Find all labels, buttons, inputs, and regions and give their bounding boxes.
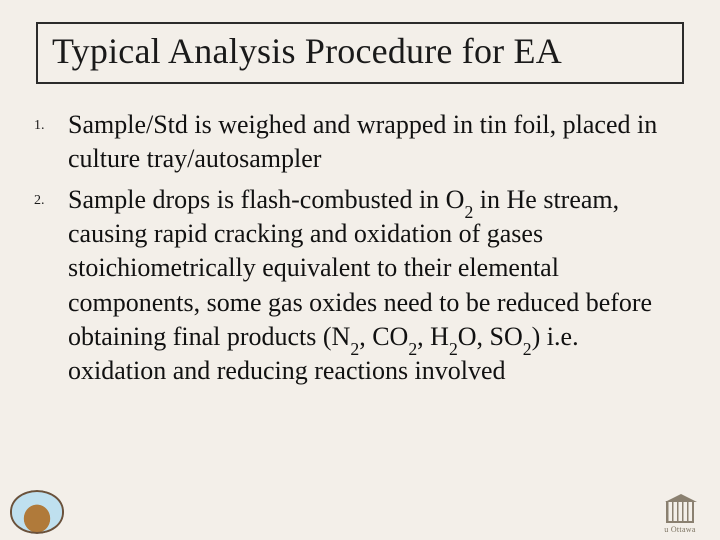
step-text: Sample drops is flash-combusted in O2 in…	[68, 183, 674, 389]
building-icon	[666, 501, 694, 523]
list-item: 2. Sample drops is flash-combusted in O2…	[34, 183, 674, 389]
slide-footer: u Ottawa	[0, 482, 720, 540]
landscape-oval-icon	[10, 490, 64, 534]
list-item: 1. Sample/Std is weighed and wrapped in …	[34, 108, 674, 177]
slide-title: Typical Analysis Procedure for EA	[52, 30, 668, 72]
slide: Typical Analysis Procedure for EA 1. Sam…	[0, 0, 720, 540]
uottawa-label: u Ottawa	[654, 525, 706, 534]
step-number: 2.	[34, 183, 68, 209]
title-container: Typical Analysis Procedure for EA	[36, 22, 684, 84]
procedure-list: 1. Sample/Std is weighed and wrapped in …	[34, 108, 674, 389]
step-text: Sample/Std is weighed and wrapped in tin…	[68, 108, 674, 177]
uottawa-logo: u Ottawa	[654, 501, 706, 534]
slide-body: 1. Sample/Std is weighed and wrapped in …	[28, 108, 692, 389]
step-number: 1.	[34, 108, 68, 134]
